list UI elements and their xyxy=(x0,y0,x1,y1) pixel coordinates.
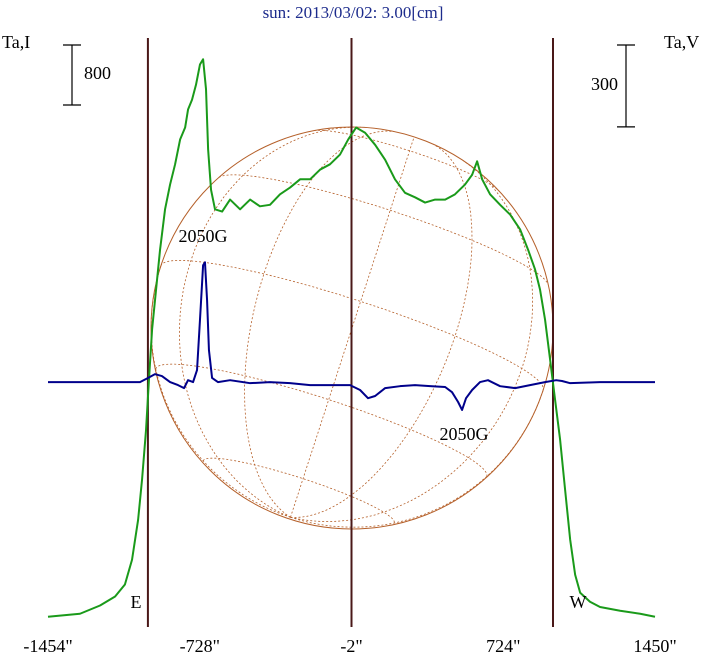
y-axis-label: Ta,I xyxy=(2,32,30,52)
disk-grid-line xyxy=(218,174,549,285)
y-scale-bar-label: 800 xyxy=(84,63,111,83)
chart-title: sun: 2013/03/02: 3.00[cm] xyxy=(263,3,444,22)
annotation: E xyxy=(131,592,142,612)
x-tick-label: 1450" xyxy=(633,636,676,656)
y2-axis-label: Ta,V xyxy=(664,32,699,52)
x-tick-label: -728" xyxy=(180,636,220,656)
y2-scale-bar-label: 300 xyxy=(591,74,618,94)
x-tick-label: -2" xyxy=(340,636,362,656)
annotation: 2050G xyxy=(179,226,228,246)
disk-grid-line xyxy=(290,144,473,518)
annotation: W xyxy=(570,592,587,612)
x-tick-label: -1454" xyxy=(23,636,72,656)
disk-grid-line xyxy=(290,136,415,518)
disk-grid-line xyxy=(290,389,544,528)
series-line xyxy=(47,58,656,618)
disk-grid-line xyxy=(314,129,499,191)
disk-grid-line xyxy=(160,259,544,391)
disk-grid-line xyxy=(290,160,533,523)
x-tick-label: 724" xyxy=(486,636,520,656)
annotation: 2050G xyxy=(440,424,489,444)
series-line xyxy=(48,261,655,411)
disk-grid-line xyxy=(178,126,361,518)
disk-grid-line xyxy=(150,265,291,518)
